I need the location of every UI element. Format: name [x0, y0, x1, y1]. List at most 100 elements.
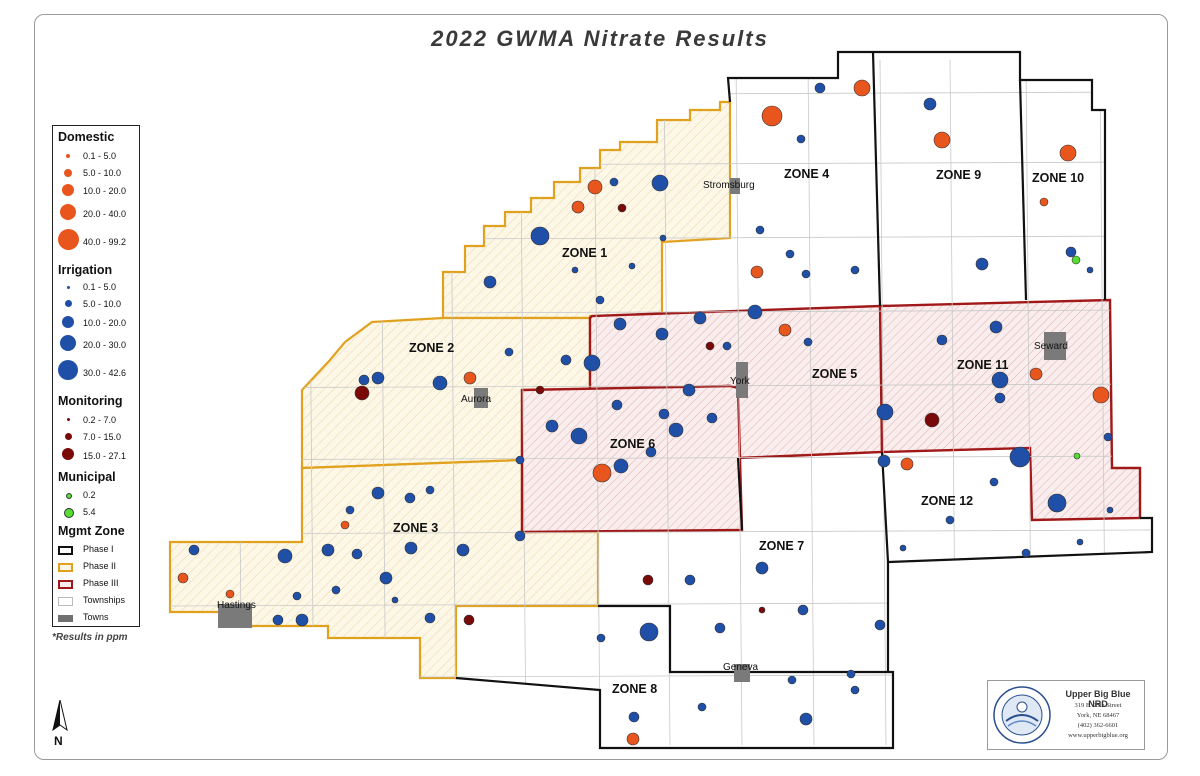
map-legend: Domestic 0.1 - 5.0 5.0 - 10.0 10.0 - 20.…: [52, 125, 140, 627]
map-title: 2022 GWMA Nitrate Results: [431, 26, 769, 51]
irrigation-symbol-3: [62, 316, 74, 328]
well-point: [755, 225, 765, 235]
domestic-range-1: 0.1 - 5.0: [83, 151, 117, 161]
well-point: [1073, 452, 1081, 460]
domestic-symbol-2: [64, 169, 72, 177]
well-point: [456, 543, 470, 557]
nrd-phone: (402) 362-6601: [1077, 722, 1119, 729]
domestic-symbol-1: [66, 154, 70, 158]
domestic-symbol-3: [62, 184, 74, 196]
well-point: [1039, 197, 1049, 207]
well-point: [628, 711, 640, 723]
well-point: [404, 541, 418, 555]
well-point: [655, 327, 669, 341]
municipal-symbol-2: [64, 508, 74, 518]
irrigation-symbol-5: [58, 360, 78, 380]
well-point: [850, 265, 860, 275]
legend-domestic-title: Domestic: [58, 130, 115, 144]
towns-label: Towns: [83, 612, 109, 622]
zone-12-label: ZONE 12: [921, 494, 973, 508]
well-point: [755, 561, 769, 575]
well-point: [340, 520, 350, 530]
zone-8-label: ZONE 8: [612, 682, 657, 696]
well-point: [668, 422, 684, 438]
well-point: [425, 485, 435, 495]
well-point: [796, 134, 806, 144]
well-point: [371, 486, 385, 500]
well-point: [706, 412, 718, 424]
well-point: [797, 604, 809, 616]
phase-2-label: Phase II: [83, 561, 117, 571]
york-block: [736, 362, 748, 398]
well-point: [424, 612, 436, 624]
well-point: [177, 572, 189, 584]
well-point: [705, 341, 715, 351]
well-point: [989, 477, 999, 487]
nrd-address: 319 E. 25th Street: [1074, 702, 1122, 709]
well-point: [1103, 432, 1113, 442]
well-point: [225, 589, 235, 599]
well-point: [799, 712, 813, 726]
well-point: [613, 458, 629, 474]
well-point: [354, 385, 370, 401]
nrd-logo-block: Upper Big Blue NRD 319 E. 25th Street Yo…: [987, 680, 1145, 750]
well-point: [945, 515, 955, 525]
well-point: [876, 403, 894, 421]
irrigation-range-2: 5.0 - 10.0: [83, 299, 122, 309]
municipal-value-2: 5.4: [83, 507, 96, 517]
irrigation-symbol-4: [60, 335, 76, 351]
irrigation-range-5: 30.0 - 42.6: [83, 368, 127, 378]
well-point: [530, 226, 550, 246]
monitoring-symbol-3: [62, 448, 74, 460]
well-point: [560, 354, 572, 366]
zone-labels: ZONE 1 ZONE 2 ZONE 3 ZONE 4 ZONE 5 ZONE …: [393, 167, 1084, 696]
irrigation-range-1: 0.1 - 5.0: [83, 282, 117, 292]
well-point: [404, 492, 416, 504]
well-point: [758, 606, 766, 614]
well-point: [371, 371, 385, 385]
well-point: [463, 371, 477, 385]
well-point: [331, 585, 341, 595]
zone-10-label: ZONE 10: [1032, 171, 1084, 185]
well-point: [609, 177, 619, 187]
zone-5-label: ZONE 5: [812, 367, 857, 381]
zone-6-label: ZONE 6: [610, 437, 655, 451]
well-point: [989, 320, 1003, 334]
well-point: [874, 619, 886, 631]
township-line: [807, 59, 815, 746]
well-point: [571, 266, 579, 274]
legend-municipal-title: Municipal: [58, 470, 116, 484]
well-point: [504, 347, 514, 357]
north-arrow-icon: [52, 699, 68, 732]
well-point: [1009, 446, 1031, 468]
well-point: [1047, 493, 1067, 513]
well-point: [761, 105, 783, 127]
township-line: [735, 59, 743, 746]
well-point: [803, 337, 813, 347]
well-point: [432, 375, 448, 391]
well-point: [535, 385, 545, 395]
well-point: [617, 203, 627, 213]
domestic-symbol-4: [60, 204, 76, 220]
geneva-label: Geneva: [723, 662, 758, 673]
well-point: [345, 505, 355, 515]
well-point: [1021, 548, 1031, 558]
north-label: N: [54, 734, 63, 748]
well-point: [391, 596, 399, 604]
york-label: York: [730, 376, 751, 387]
domestic-range-4: 20.0 - 40.0: [83, 209, 127, 219]
domestic-symbol-5: [58, 229, 79, 250]
well-point: [277, 548, 293, 564]
municipal-value-1: 0.2: [83, 490, 96, 500]
well-point: [292, 591, 302, 601]
municipal-symbol-1: [66, 493, 72, 499]
well-point: [924, 412, 940, 428]
well-point: [975, 257, 989, 271]
well-point: [515, 455, 525, 465]
well-point: [272, 614, 284, 626]
zone-2-label: ZONE 2: [409, 341, 454, 355]
hastings-block: [218, 604, 252, 628]
well-point: [899, 544, 907, 552]
well-point: [642, 574, 654, 586]
